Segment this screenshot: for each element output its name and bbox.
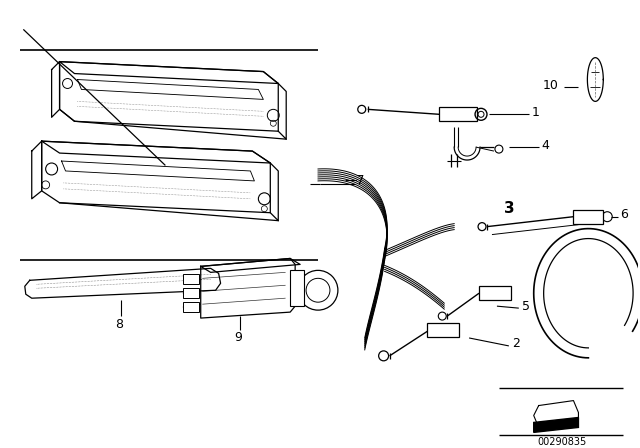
Bar: [183, 288, 199, 298]
Bar: [183, 302, 199, 312]
Text: 8: 8: [115, 318, 124, 331]
Text: 5: 5: [522, 300, 530, 313]
Text: 4: 4: [541, 138, 550, 151]
Text: 10: 10: [543, 79, 559, 92]
Text: 00290835: 00290835: [537, 437, 586, 448]
Bar: [290, 270, 304, 306]
Bar: [428, 323, 459, 337]
Bar: [183, 274, 199, 284]
Text: 3: 3: [504, 201, 514, 216]
Text: 9: 9: [234, 332, 243, 345]
Bar: [479, 286, 511, 300]
Text: 1: 1: [532, 106, 540, 119]
Text: 6: 6: [620, 208, 628, 221]
Bar: [573, 210, 604, 224]
Text: —7: —7: [345, 174, 365, 187]
Polygon shape: [534, 418, 579, 432]
Text: 2: 2: [512, 337, 520, 350]
Bar: [439, 108, 477, 121]
